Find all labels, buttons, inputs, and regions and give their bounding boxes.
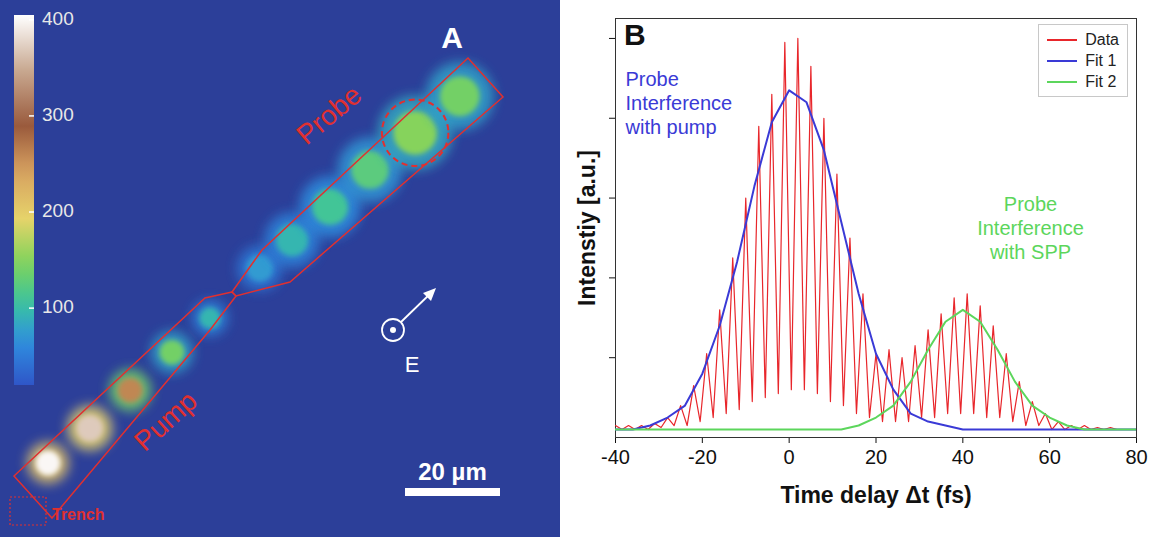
svg-text:40: 40: [952, 446, 974, 468]
svg-text:A: A: [441, 21, 463, 54]
svg-text:60: 60: [1039, 446, 1061, 468]
svg-text:-40: -40: [601, 446, 630, 468]
svg-text:Trench: Trench: [52, 506, 104, 523]
svg-text:20: 20: [865, 446, 887, 468]
svg-text:ProbeInterferencewith pump: ProbeInterferencewith pump: [625, 68, 733, 138]
svg-text:20 µm: 20 µm: [418, 458, 487, 485]
svg-text:Time delay Δt (fs): Time delay Δt (fs): [780, 482, 971, 508]
html-text:Fit 2: Fit 2: [1085, 72, 1117, 90]
html-text:Data: Data: [1085, 30, 1119, 48]
svg-text:Intenstiy [a.u.]: Intenstiy [a.u.]: [574, 150, 600, 306]
svg-text:-20: -20: [688, 446, 717, 468]
svg-text:200: 200: [42, 200, 74, 221]
svg-text:ProbeInterferencewith SPP: ProbeInterferencewith SPP: [977, 193, 1084, 263]
svg-text:E: E: [405, 352, 420, 377]
html-text:B: B: [624, 18, 646, 51]
svg-text:300: 300: [42, 104, 74, 125]
svg-text:100: 100: [42, 296, 74, 317]
html-text:Fit 1: Fit 1: [1085, 51, 1117, 69]
svg-text:80: 80: [1125, 446, 1147, 468]
svg-text:Probe: Probe: [290, 79, 367, 151]
svg-text:0: 0: [784, 446, 795, 468]
svg-text:Pump: Pump: [128, 385, 203, 457]
svg-text:400: 400: [42, 8, 74, 29]
